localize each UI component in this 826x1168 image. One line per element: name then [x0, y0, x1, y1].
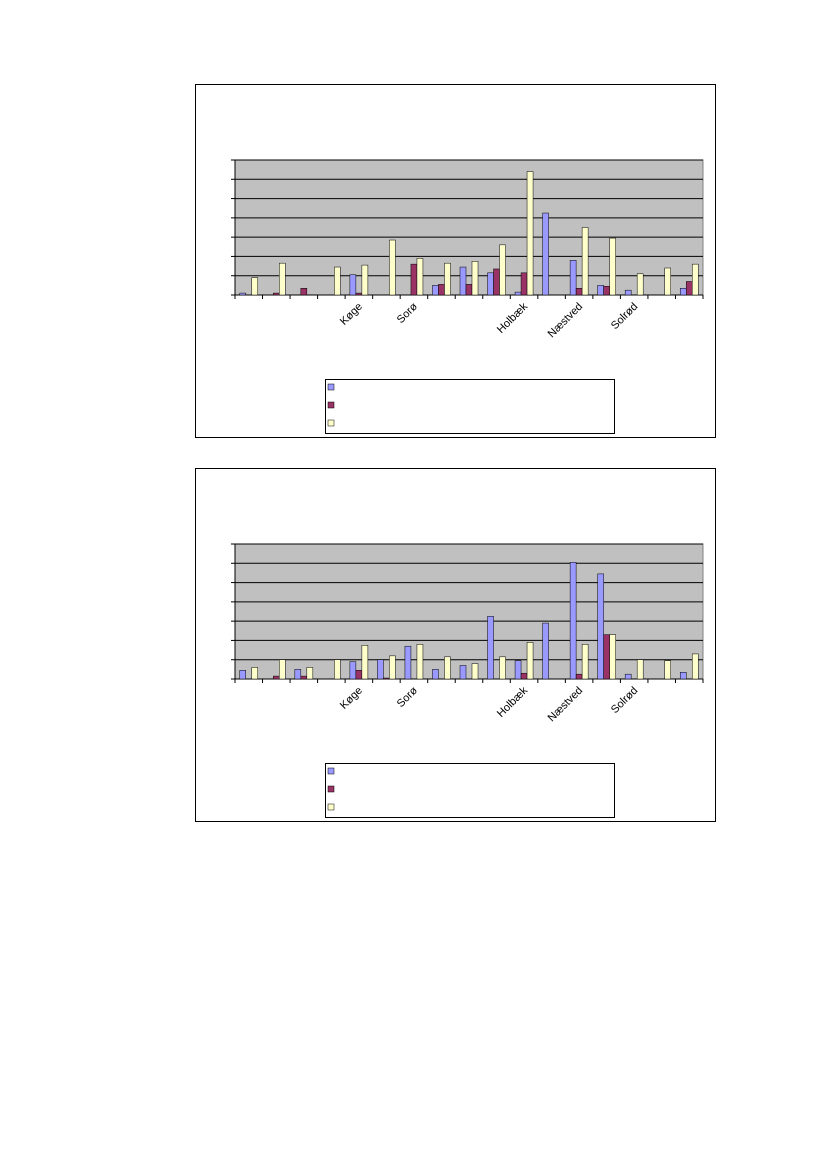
bar [526, 171, 534, 296]
legend-swatch [327, 803, 335, 811]
bar [334, 659, 341, 680]
bar [664, 660, 671, 680]
bar [432, 285, 439, 296]
bar [444, 656, 451, 680]
bar [349, 661, 357, 680]
bar [306, 667, 314, 680]
bar [526, 642, 534, 680]
bar [239, 670, 247, 680]
bar [575, 288, 583, 296]
bar [294, 669, 302, 680]
bar [636, 659, 644, 680]
bar [438, 284, 445, 296]
bar [542, 212, 549, 296]
bar [581, 227, 589, 296]
bar [679, 672, 687, 680]
bar [685, 281, 693, 296]
plot-area [234, 543, 704, 680]
bar [349, 274, 357, 296]
bar [624, 289, 632, 296]
legend-swatch [327, 383, 335, 391]
bar [597, 573, 604, 680]
legend-swatch [327, 419, 335, 427]
bar [514, 291, 522, 296]
bar [355, 292, 363, 296]
bar [416, 258, 424, 296]
bar [487, 272, 494, 296]
bar [664, 267, 671, 296]
bar [569, 260, 577, 296]
bar [542, 622, 549, 680]
bar [603, 634, 610, 680]
bar [361, 645, 369, 680]
bar [514, 660, 522, 680]
bar [239, 292, 247, 296]
bar [603, 286, 610, 296]
bar [609, 634, 616, 680]
bar [300, 675, 308, 680]
bar [377, 659, 384, 680]
bar [355, 670, 363, 680]
bar [636, 273, 644, 296]
bar [597, 285, 604, 296]
bar [251, 667, 259, 680]
bar [383, 677, 390, 680]
bar [465, 284, 473, 296]
bar [361, 264, 369, 296]
bar [410, 263, 418, 296]
bar [569, 562, 577, 680]
bar [471, 261, 479, 296]
bar [679, 288, 687, 296]
bar [404, 645, 412, 680]
bar [471, 663, 479, 680]
bar [691, 653, 699, 680]
bar [432, 669, 439, 680]
bar [493, 268, 500, 296]
bar [499, 244, 506, 296]
bar [624, 673, 632, 680]
bar [575, 673, 583, 680]
bar [609, 237, 616, 296]
legend-swatch [327, 785, 335, 793]
bar [499, 656, 506, 680]
bar [279, 262, 286, 296]
bar [459, 266, 467, 296]
bar [334, 266, 341, 296]
bar [520, 272, 528, 296]
bar [279, 659, 286, 680]
bar [691, 263, 699, 296]
legend-swatch [327, 767, 335, 775]
legend-swatch [327, 401, 335, 409]
bar [581, 644, 589, 680]
bar [487, 616, 494, 680]
bar [416, 644, 424, 680]
bar [520, 672, 528, 680]
bar [300, 288, 308, 296]
legend-box [325, 763, 615, 818]
legend-box [325, 379, 615, 434]
bar [389, 239, 396, 296]
plot-area [234, 159, 704, 296]
bar [459, 665, 467, 680]
bar [444, 262, 451, 296]
bar [273, 292, 280, 296]
bar [389, 655, 396, 680]
bar [273, 675, 280, 680]
bar [251, 277, 259, 296]
